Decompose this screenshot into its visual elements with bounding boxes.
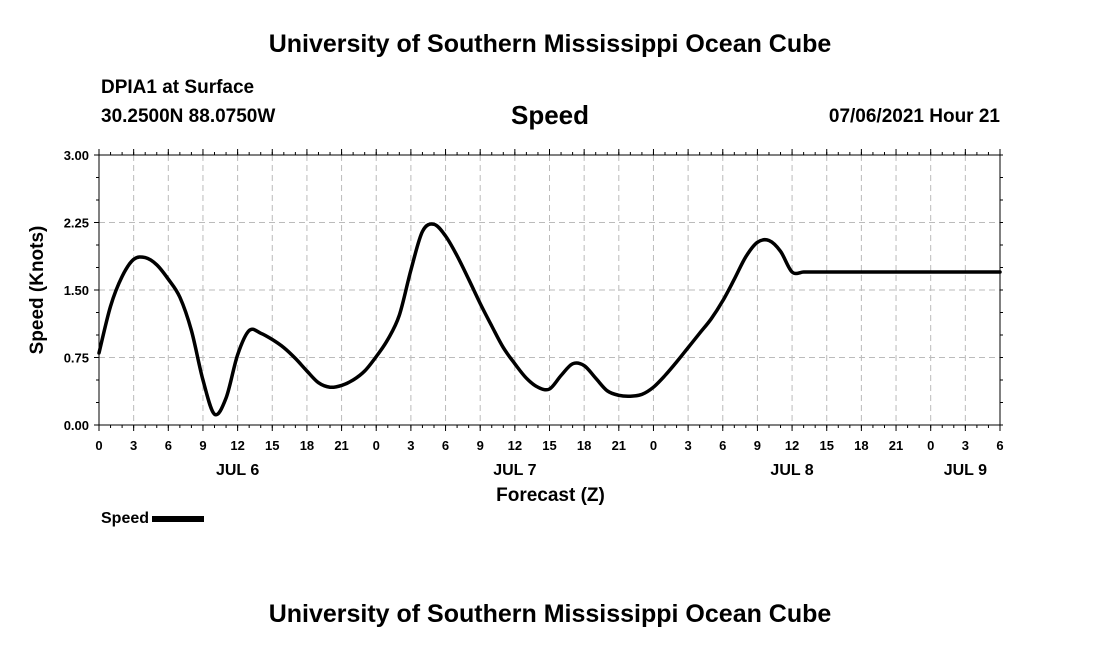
x-tick-label: 21 <box>889 438 903 453</box>
y-tick-label: 1.50 <box>64 283 89 298</box>
x-tick-label: 6 <box>165 438 172 453</box>
page-title-top: University of Southern Mississippi Ocean… <box>268 30 832 58</box>
legend-swatch <box>152 516 205 522</box>
x-tick-label: 9 <box>754 438 761 453</box>
x-tick-label: 0 <box>927 438 934 453</box>
x-tick-label: 15 <box>265 438 279 453</box>
x-tick-label: 21 <box>334 438 348 453</box>
legend-label: Speed <box>101 510 150 527</box>
x-tick-label: 3 <box>407 438 414 453</box>
x-tick-label: 9 <box>199 438 206 453</box>
x-tick-label: 3 <box>684 438 691 453</box>
y-tick-label: 0.00 <box>64 418 89 433</box>
x-tick-label: 0 <box>373 438 380 453</box>
x-tick-label: 6 <box>442 438 449 453</box>
x-axis-label: Forecast (Z) <box>496 485 605 506</box>
speed-series-line <box>97 222 1002 417</box>
y-tick-label: 3.00 <box>64 148 89 163</box>
legend: Speed <box>101 510 205 528</box>
x-tick-label: 21 <box>612 438 626 453</box>
x-tick-label: 15 <box>542 438 556 453</box>
page-title-bottom: University of Southern Mississippi Ocean… <box>268 600 832 628</box>
y-axis-label: Speed (Knots) <box>27 226 48 355</box>
x-tick-label: 6 <box>996 438 1003 453</box>
x-tick-label: 18 <box>577 438 591 453</box>
x-tick-label: 0 <box>95 438 102 453</box>
x-tick-label: 12 <box>785 438 799 453</box>
y-tick-label: 2.25 <box>64 216 89 231</box>
station-label: DPIA1 at Surface <box>101 77 255 98</box>
y-tick-label: 0.75 <box>64 351 89 366</box>
forecast-date-label: 07/06/2021 Hour 21 <box>828 106 1000 127</box>
x-tick-label: 12 <box>508 438 522 453</box>
day-label: JUL 6 <box>216 462 259 479</box>
day-label: JUL 8 <box>770 462 813 479</box>
chart-title: Speed <box>510 100 590 130</box>
plot-frame <box>98 154 1001 426</box>
x-tick-label: 15 <box>819 438 833 453</box>
x-tick-label: 6 <box>719 438 726 453</box>
day-label: JUL 7 <box>493 462 536 479</box>
x-tick-label: 9 <box>477 438 484 453</box>
x-tick-label: 3 <box>130 438 137 453</box>
day-label: JUL 9 <box>944 462 987 479</box>
x-tick-label: 3 <box>962 438 969 453</box>
x-tick-label: 0 <box>650 438 657 453</box>
x-tick-label: 12 <box>230 438 244 453</box>
coordinates-label: 30.2500N 88.0750W <box>101 106 276 127</box>
x-tick-label: 18 <box>854 438 868 453</box>
x-tick-label: 18 <box>300 438 314 453</box>
